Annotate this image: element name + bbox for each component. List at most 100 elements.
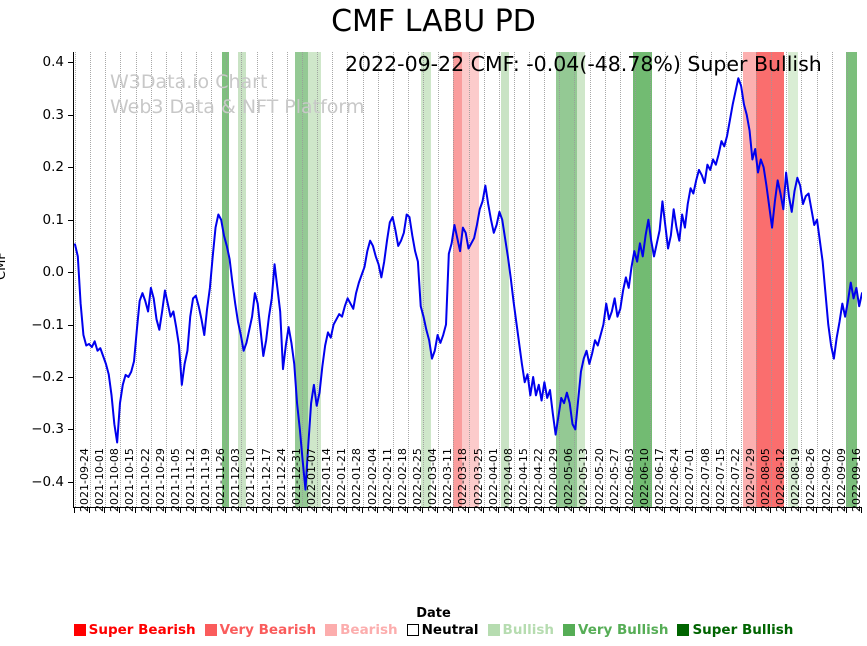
x-tick-mark: [346, 508, 348, 513]
condition-band: [500, 52, 509, 507]
x-tick-mark: [709, 508, 711, 513]
x-gridline: [559, 52, 561, 507]
x-tick-mark: [679, 508, 681, 513]
x-tick-mark: [240, 508, 242, 513]
x-gridline: [453, 52, 455, 507]
x-tick-label: 2021-11-12: [183, 448, 197, 512]
x-tick-mark: [210, 508, 212, 513]
x-gridline: [362, 52, 364, 507]
x-gridline: [710, 52, 712, 507]
x-gridline: [544, 52, 546, 507]
x-gridline: [831, 52, 833, 507]
x-gridline: [347, 52, 349, 507]
x-tick-mark: [437, 508, 439, 513]
x-gridline: [665, 52, 667, 507]
x-tick-label: 2022-08-19: [789, 448, 803, 512]
x-tick-label: 2022-07-08: [698, 448, 712, 512]
x-tick-mark: [422, 508, 424, 513]
x-gridline: [468, 52, 470, 507]
x-tick-mark: [225, 508, 227, 513]
x-gridline: [680, 52, 682, 507]
legend-item[interactable]: Bearish: [325, 622, 398, 638]
x-gridline: [150, 52, 152, 507]
x-gridline: [135, 52, 137, 507]
x-tick-label: 2022-06-03: [622, 448, 636, 512]
x-tick-label: 2021-10-08: [108, 448, 122, 512]
x-gridline: [256, 52, 258, 507]
legend-swatch: [487, 624, 500, 636]
x-tick-label: 2022-02-25: [410, 448, 424, 512]
y-tick-label: 0.4: [42, 54, 64, 71]
x-tick-mark: [195, 508, 197, 513]
x-tick-label: 2022-03-04: [426, 448, 440, 512]
x-tick-label: 2021-12-10: [244, 448, 258, 512]
x-tick-mark: [588, 508, 590, 513]
x-tick-mark: [270, 508, 272, 513]
x-tick-label: 2022-01-07: [305, 448, 319, 512]
legend-swatch: [73, 624, 86, 636]
x-gridline: [498, 52, 500, 507]
x-tick-mark: [134, 508, 136, 513]
condition-band: [576, 52, 586, 507]
legend-label: Very Bearish: [219, 622, 317, 638]
x-axis-label: Date: [416, 606, 451, 621]
x-gridline: [392, 52, 394, 507]
x-tick-mark: [104, 508, 106, 513]
x-tick-label: 2022-05-20: [592, 448, 606, 512]
x-tick-label: 2021-12-03: [229, 448, 243, 512]
x-tick-label: 2022-05-06: [562, 448, 576, 512]
condition-band: [845, 52, 858, 507]
x-tick-label: 2022-05-13: [577, 448, 591, 512]
x-gridline: [423, 52, 425, 507]
x-tick-label: 2022-04-22: [532, 448, 546, 512]
x-gridline: [529, 52, 531, 507]
legend-item[interactable]: Very Bearish: [204, 622, 317, 638]
x-tick-mark: [603, 508, 605, 513]
x-tick-mark: [255, 508, 257, 513]
legend-item[interactable]: Very Bullish: [562, 622, 668, 638]
legend-item[interactable]: Bullish: [487, 622, 554, 638]
x-tick-mark: [558, 508, 560, 513]
condition-band: [222, 52, 230, 507]
x-tick-label: 2021-12-17: [259, 448, 273, 512]
x-gridline: [302, 52, 304, 507]
x-tick-mark: [770, 508, 772, 513]
x-tick-mark: [512, 508, 514, 513]
x-gridline: [650, 52, 652, 507]
legend-item[interactable]: Neutral: [406, 622, 479, 638]
condition-band: [421, 52, 431, 507]
x-tick-label: 2022-09-09: [834, 448, 848, 512]
legend-item[interactable]: Super Bearish: [73, 622, 196, 638]
condition-band: [788, 52, 799, 507]
x-gridline: [317, 52, 319, 507]
x-gridline: [725, 52, 727, 507]
x-tick-mark: [89, 508, 91, 513]
x-gridline: [846, 52, 848, 507]
legend-swatch: [325, 624, 338, 636]
x-gridline: [165, 52, 167, 507]
x-tick-label: 2022-07-01: [683, 448, 697, 512]
x-tick-mark: [452, 508, 454, 513]
x-tick-mark: [301, 508, 303, 513]
x-tick-label: 2022-09-16: [849, 448, 863, 512]
x-tick-label: 2022-02-11: [380, 448, 394, 512]
cmf-line-chart: [74, 77, 862, 491]
legend: Super Bearish Very Bearish Bearish Neutral B…: [0, 622, 867, 638]
x-gridline: [786, 52, 788, 507]
x-tick-mark: [376, 508, 378, 513]
legend-label: Super Bullish: [692, 622, 794, 638]
x-tick-label: 2022-03-25: [471, 448, 485, 512]
x-tick-label: 2022-07-15: [713, 448, 727, 512]
legend-label: Neutral: [421, 622, 479, 638]
x-gridline: [816, 52, 818, 507]
legend-item[interactable]: Super Bullish: [677, 622, 793, 638]
x-tick-label: 2022-08-12: [774, 448, 788, 512]
plot-area: [73, 52, 862, 508]
x-tick-label: 2021-10-01: [93, 448, 107, 512]
legend-swatch: [204, 624, 217, 636]
x-tick-mark: [861, 508, 862, 513]
x-tick-mark: [467, 508, 469, 513]
x-gridline: [513, 52, 515, 507]
x-tick-label: 2022-06-10: [637, 448, 651, 512]
